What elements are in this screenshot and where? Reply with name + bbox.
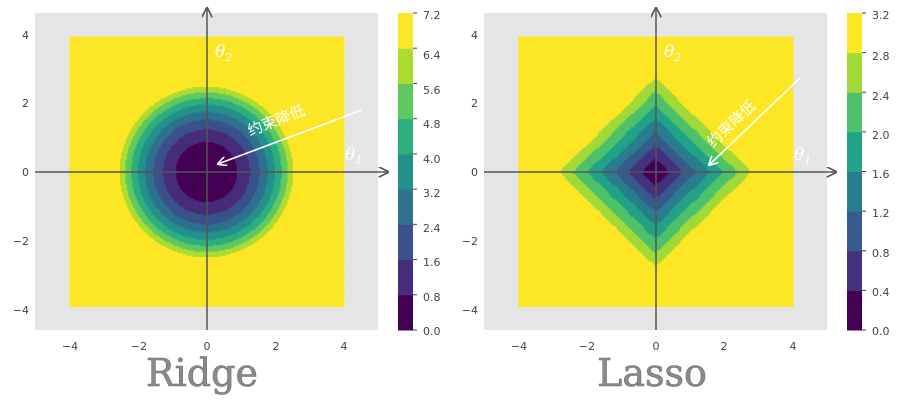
- ridge-panel: θ2 θ1 约束降低 −4 −2 0 2 4 4 2 0 −2 −4 0.0 0…: [13, 8, 441, 395]
